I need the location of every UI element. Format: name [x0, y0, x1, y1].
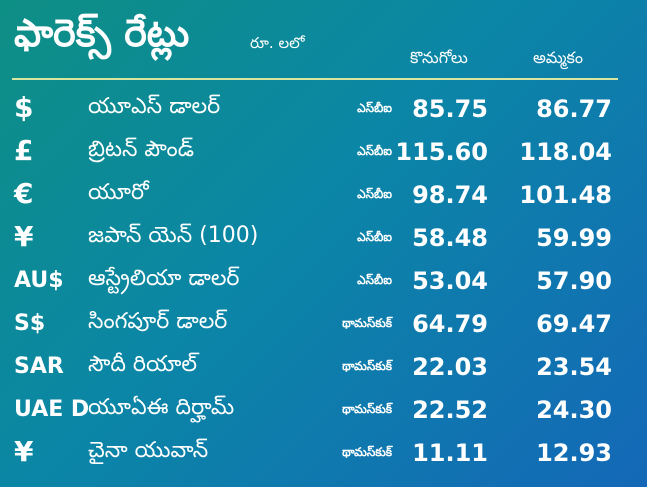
- sell-rate: 59.99: [536, 224, 612, 252]
- buy-rate: 11.11: [412, 439, 488, 467]
- currency-symbol: UAE D: [14, 397, 90, 422]
- rate-source: ఎస్‌బీఐ: [357, 144, 392, 158]
- currency-name: బ్రిటన్ పౌండ్: [88, 137, 194, 162]
- sell-rate: 23.54: [536, 353, 612, 381]
- sell-rate: 57.90: [536, 267, 612, 295]
- rate-source: ఎస్‌బీఐ: [357, 273, 392, 287]
- rate-source: ఎస్‌బీఐ: [357, 230, 392, 244]
- currency-symbol: ¥: [14, 220, 34, 253]
- table-row: $ యూఎస్ డాలర్ ఎస్‌బీఐ 85.75 86.77: [0, 90, 647, 133]
- table-row: € యూరో ఎస్‌బీఐ 98.74 101.48: [0, 176, 647, 219]
- currency-name: సింగపూర్ డాలర్: [88, 309, 228, 334]
- currency-name: సౌదీ రియాల్: [88, 352, 197, 377]
- currency-name: యూరో: [88, 180, 149, 205]
- sell-rate: 69.47: [536, 310, 612, 338]
- buy-rate: 115.60: [395, 138, 488, 166]
- currency-name: యూఏఈ దిర్హామ్: [88, 395, 235, 420]
- currency-symbol: $: [14, 91, 34, 124]
- currency-name: యూఎస్ డాలర్: [88, 94, 221, 119]
- buy-rate: 64.79: [412, 310, 488, 338]
- sell-rate: 86.77: [536, 95, 612, 123]
- buy-rate: 58.48: [412, 224, 488, 252]
- column-header-sell: అమ్మకం: [533, 48, 583, 67]
- table-row: S$ సింగపూర్ డాలర్ థామస్‌కుక్ 64.79 69.47: [0, 305, 647, 348]
- panel-title: ఫారెక్స్ రేట్లు: [14, 11, 190, 55]
- currency-symbol: AU$: [14, 268, 64, 293]
- currency-symbol: ¥: [14, 435, 34, 468]
- table-row: UAE D యూఏఈ దిర్హామ్ థామస్‌కుక్ 22.52 24.…: [0, 391, 647, 434]
- table-row: ¥ జపాన్ యెన్ (100) ఎస్‌బీఐ 58.48 59.99: [0, 219, 647, 262]
- buy-rate: 22.03: [412, 353, 488, 381]
- buy-rate: 98.74: [412, 181, 488, 209]
- currency-symbol: €: [14, 177, 34, 210]
- rate-source: ఎస్‌బీఐ: [357, 187, 392, 201]
- currency-symbol: SAR: [14, 354, 64, 379]
- table-row: SAR సౌదీ రియాల్ థామస్‌కుక్ 22.03 23.54: [0, 348, 647, 391]
- buy-rate: 22.52: [412, 396, 488, 424]
- unit-label: రూ. లలో: [250, 34, 305, 52]
- table-row: £ బ్రిటన్ పౌండ్ ఎస్‌బీఐ 115.60 118.04: [0, 133, 647, 176]
- sell-rate: 101.48: [519, 181, 612, 209]
- currency-name: చైనా యువాన్: [88, 438, 209, 463]
- currency-name: జపాన్ యెన్ (100): [88, 223, 259, 248]
- rate-source: థామస్‌కుక్: [342, 359, 392, 373]
- currency-symbol: S$: [14, 311, 46, 336]
- rates-table: $ యూఎస్ డాలర్ ఎస్‌బీఐ 85.75 86.77 £ బ్రి…: [0, 90, 647, 477]
- header-divider: [12, 78, 618, 80]
- currency-symbol: £: [14, 134, 34, 167]
- table-row: AU$ ఆస్ట్రేలియా డాలర్ ఎస్‌బీఐ 53.04 57.9…: [0, 262, 647, 305]
- rate-source: థామస్‌కుక్: [342, 402, 392, 416]
- rate-source: థామస్‌కుక్: [342, 316, 392, 330]
- column-header-buy: కొనుగోలు: [410, 48, 468, 67]
- table-row: ¥ చైనా యువాన్ థామస్‌కుక్ 11.11 12.93: [0, 434, 647, 477]
- sell-rate: 12.93: [536, 439, 612, 467]
- sell-rate: 118.04: [519, 138, 612, 166]
- rate-source: థామస్‌కుక్: [342, 445, 392, 459]
- rate-source: ఎస్‌బీఐ: [357, 101, 392, 115]
- buy-rate: 53.04: [412, 267, 488, 295]
- buy-rate: 85.75: [412, 95, 488, 123]
- sell-rate: 24.30: [536, 396, 612, 424]
- currency-name: ఆస్ట్రేలియా డాలర్: [88, 266, 240, 291]
